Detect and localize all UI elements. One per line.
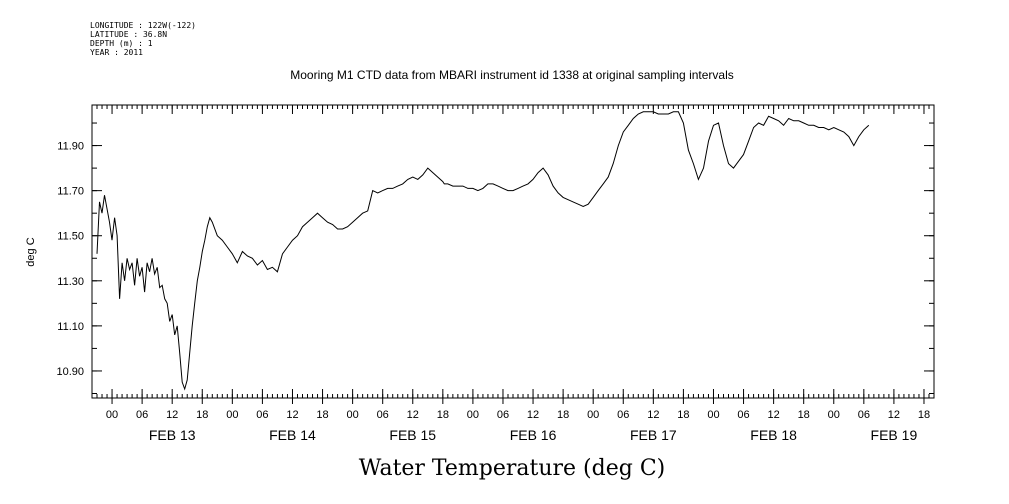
day-label: FEB 16 [510, 427, 557, 443]
day-labels: FEB 13 FEB 14 FEB 15 FEB 16 FEB 17 FEB 18 FEB … [149, 427, 918, 443]
x-tick-label: 18 [316, 409, 328, 421]
x-axis-title: Water Temperature (deg C) [359, 456, 666, 481]
day-label: FEB 15 [389, 427, 436, 443]
y-tick-label: 10.90 [56, 366, 84, 378]
day-label: FEB 18 [750, 427, 797, 443]
x-tick-label: 18 [557, 409, 569, 421]
x-tick-label: 00 [587, 409, 599, 421]
x-tick-label: 00 [467, 409, 479, 421]
day-label: FEB 17 [630, 427, 677, 443]
x-tick-label: 00 [226, 409, 238, 421]
x-tick-label: 00 [106, 409, 118, 421]
y-tick-label: 11.30 [57, 276, 84, 288]
x-tick-label: 06 [858, 409, 870, 421]
chart-title: Mooring M1 CTD data from MBARI instrumen… [290, 68, 734, 82]
x-tick-label: 18 [437, 409, 449, 421]
longitude-label: LONGITUDE : 122W(-122) [90, 21, 196, 30]
x-tick-label: 18 [798, 409, 810, 421]
x-tick-label: 12 [166, 409, 178, 421]
series-line-water-temperature [96, 111, 870, 391]
x-tick-label: 06 [617, 409, 629, 421]
y-tick-label: 11.50 [57, 231, 84, 243]
x-tick-label: 00 [707, 409, 719, 421]
y-tick-label: 11.70 [57, 186, 84, 198]
x-tick-label: 12 [767, 409, 779, 421]
year-label: YEAR : 2011 [90, 48, 143, 57]
plot-frame [91, 104, 935, 399]
y-axis-ticks: 10.90 11.10 11.30 11.50 11.70 11.90 [56, 141, 934, 378]
x-tick-label: 18 [196, 409, 208, 421]
x-tick-label: 18 [677, 409, 689, 421]
x-tick-label: 12 [527, 409, 539, 421]
depth-label: DEPTH (m) : 1 [90, 39, 153, 48]
x-tick-label: 06 [136, 409, 148, 421]
x-tick-label: 06 [377, 409, 389, 421]
x-tick-label: 12 [286, 409, 298, 421]
day-label: FEB 13 [149, 427, 196, 443]
x-tick-label: 06 [256, 409, 268, 421]
y-axis-label: deg C [25, 237, 37, 266]
x-tick-label: 18 [918, 409, 930, 421]
x-tick-label: 12 [407, 409, 419, 421]
x-tick-label: 12 [647, 409, 659, 421]
x-tick-label: 00 [828, 409, 840, 421]
x-tick-label: 06 [737, 409, 749, 421]
x-axis-ticks: 00 06 12 18 00 06 12 18 00 06 12 18 00 06 12 18 00 06 12 18… [106, 105, 930, 421]
latitude-label: LATITUDE : 36.8N [90, 30, 167, 39]
day-label: FEB 14 [269, 427, 316, 443]
minor-ticks [91, 105, 935, 398]
x-tick-label: 00 [346, 409, 358, 421]
day-label: FEB 19 [871, 427, 918, 443]
y-tick-label: 11.90 [57, 141, 84, 153]
y-tick-label: 11.10 [57, 321, 84, 333]
x-tick-label: 06 [497, 409, 509, 421]
x-tick-label: 12 [888, 409, 900, 421]
